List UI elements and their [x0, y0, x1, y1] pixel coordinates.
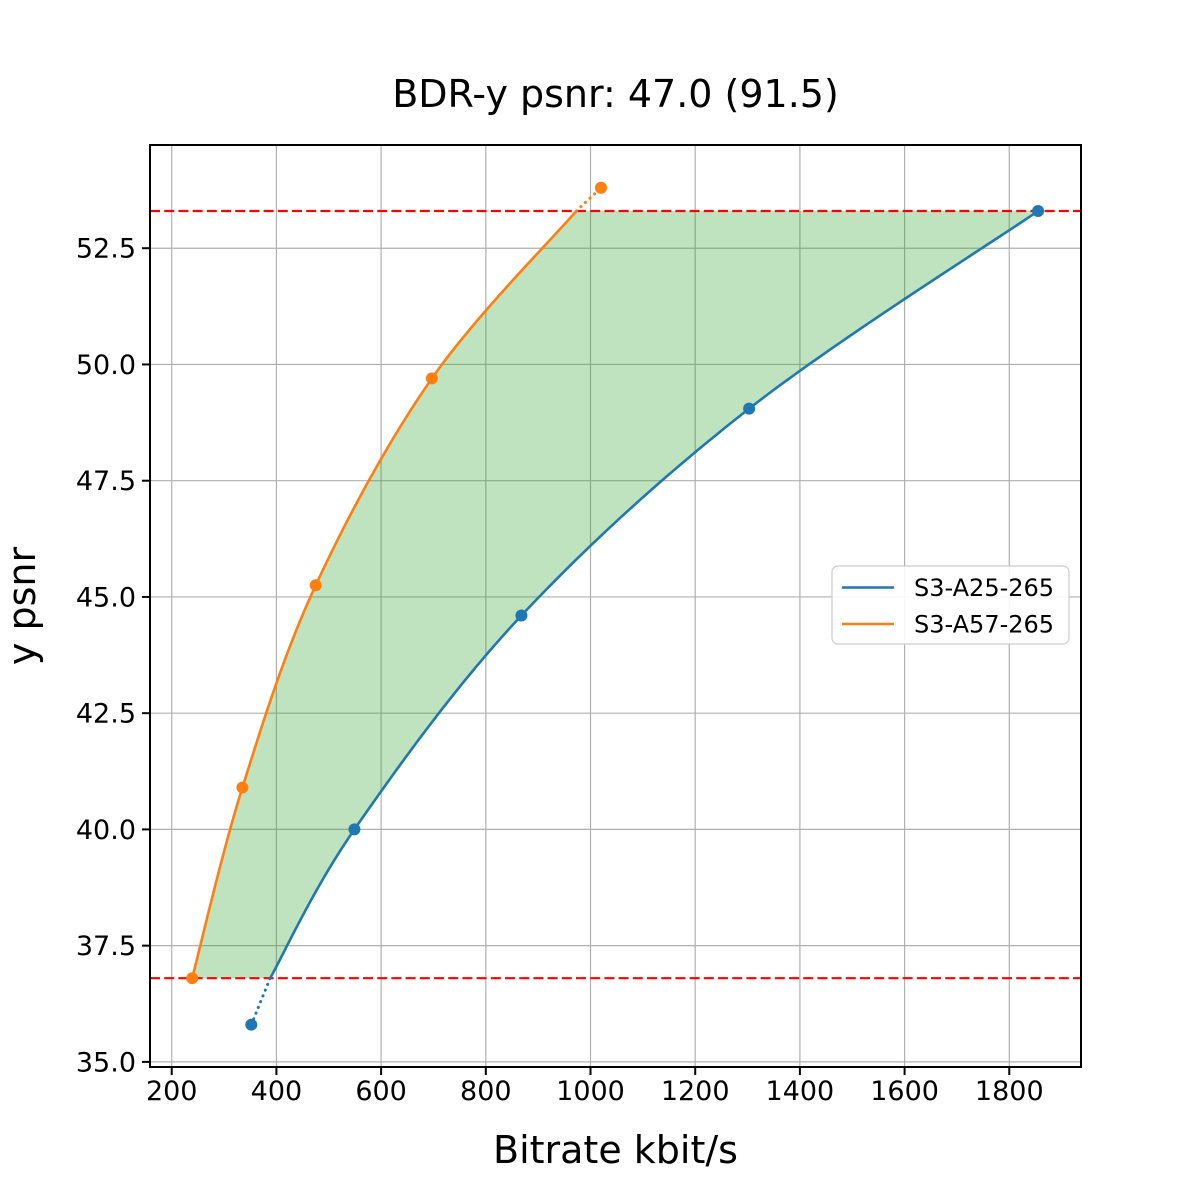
data-point-marker: [1032, 205, 1045, 218]
y-tick-label: 52.5: [76, 234, 136, 265]
x-tick-label: 600: [355, 1076, 407, 1107]
series-dotted-extension: [249, 976, 272, 1027]
bd-area-polygon: [192, 211, 1039, 979]
data-point-marker: [348, 823, 361, 836]
data-point-marker: [245, 1018, 258, 1031]
y-tick-label: 47.5: [76, 466, 136, 497]
y-tick-label: 50.0: [76, 350, 136, 381]
x-tick-label: 1200: [661, 1076, 730, 1107]
data-point-marker: [309, 579, 322, 592]
x-tick-label: 1800: [975, 1076, 1044, 1107]
chart-title: BDR-y psnr: 47.0 (91.5): [392, 72, 839, 116]
x-axis-label: Bitrate kbit/s: [493, 1128, 738, 1172]
y-tick-label: 42.5: [76, 699, 136, 730]
y-tick-label: 40.0: [76, 815, 136, 846]
data-point-marker: [743, 402, 756, 415]
x-tick-label: 1600: [870, 1076, 939, 1107]
series-dotted-extension: [574, 186, 603, 213]
data-point-marker: [594, 181, 607, 194]
legend: S3-A25-265 S3-A57-265: [831, 565, 1070, 645]
x-tick-label: 1000: [556, 1076, 625, 1107]
data-point-marker: [515, 609, 528, 622]
x-tick-label: 400: [251, 1076, 303, 1107]
data-point-marker: [186, 972, 199, 985]
psnr-bound-lines: [150, 209, 1081, 980]
axes: 200 400 600 800 1000 1200 1400 1600 1800 35.0 37.5…: [76, 144, 1082, 1107]
y-axis-label: y psnr: [0, 547, 44, 666]
data-point-marker: [236, 781, 249, 794]
y-tick-label: 45.0: [76, 582, 136, 613]
plot-border: [149, 144, 1082, 1068]
x-tick-label: 200: [146, 1076, 198, 1107]
series-curves: [186, 181, 1045, 1031]
legend-entry-label: S3-A25-265: [914, 574, 1054, 602]
legend-entry-label: S3-A57-265: [914, 611, 1054, 639]
x-tick-label: 1400: [766, 1076, 835, 1107]
y-tick-label: 37.5: [76, 931, 136, 962]
bd-shaded-region: [192, 211, 1039, 979]
data-point-marker: [425, 372, 438, 385]
x-tick-label: 800: [460, 1076, 512, 1107]
y-tick-label: 35.0: [76, 1047, 136, 1078]
